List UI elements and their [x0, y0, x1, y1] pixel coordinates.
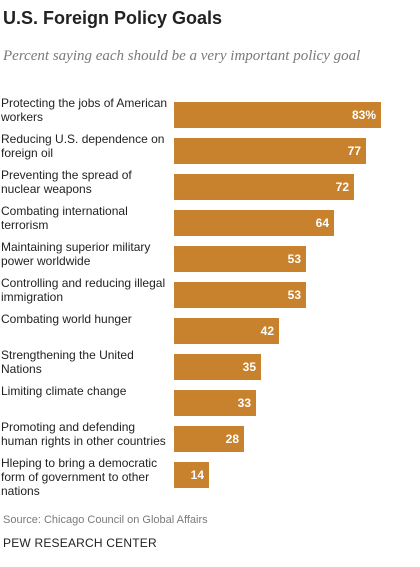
bar-chart: Protecting the jobs of American workers 8… [0, 96, 420, 506]
bar: 35 [174, 354, 261, 380]
bar-value-label: 28 [225, 432, 239, 446]
bar-value-label: 72 [335, 180, 349, 194]
category-label: Limiting climate change [1, 384, 127, 398]
bar-value-label: 35 [242, 360, 256, 374]
category-label: Promoting and defending human rights in … [1, 420, 166, 448]
source-note: Source: Chicago Council on Global Affair… [3, 514, 208, 526]
category-label: Combating international terrorism [1, 204, 128, 232]
bar-value-label: 83% [351, 108, 376, 122]
bar-value-label: 53 [287, 288, 301, 302]
category-label: Hleping to bring a democratic form of go… [1, 456, 158, 498]
category-label: Protecting the jobs of American workers [1, 96, 168, 124]
bar-value-label: 53 [287, 252, 301, 266]
category-label: Preventing the spread of nuclear weapons [1, 168, 132, 196]
bar: 72 [174, 174, 354, 200]
bar: 53 [174, 246, 306, 272]
bar-value-label: 42 [260, 324, 274, 338]
bar: 64 [174, 210, 334, 236]
bar: 53 [174, 282, 306, 308]
bar: 77 [174, 138, 366, 164]
chart-subtitle: Percent saying each should be a very imp… [3, 48, 361, 64]
bar-value-label: 14 [190, 468, 204, 482]
bar-value-label: 33 [237, 396, 251, 410]
chart-title: U.S. Foreign Policy Goals [3, 8, 223, 28]
bar: 83% [174, 102, 381, 128]
bar: 42 [174, 318, 279, 344]
category-label: Combating world hunger [1, 312, 132, 326]
bar: 28 [174, 426, 244, 452]
category-label: Controlling and reducing illegal immigra… [1, 276, 166, 304]
category-label: Maintaining superior military power worl… [1, 240, 151, 268]
bar: 14 [174, 462, 209, 488]
bar-value-label: 64 [315, 216, 329, 230]
category-label: Reducing U.S. dependence on foreign oil [1, 132, 165, 160]
category-label: Strengthening the United Nations [1, 348, 134, 376]
bar: 33 [174, 390, 256, 416]
bar-value-label: 77 [347, 144, 361, 158]
brand-label: PEW RESEARCH CENTER [3, 536, 157, 550]
